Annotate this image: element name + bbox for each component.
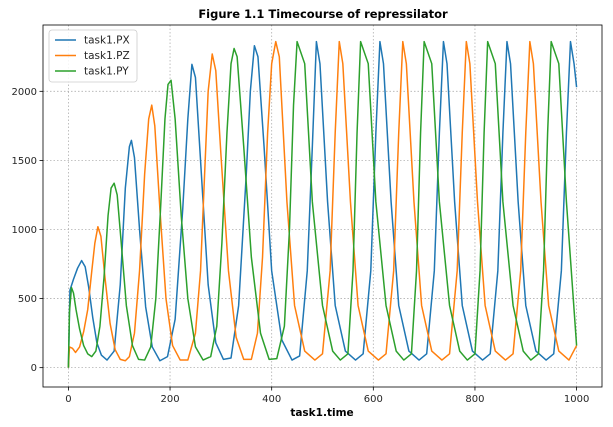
y-tick-label: 1500: [12, 156, 37, 167]
x-axis-label: task1.time: [290, 407, 353, 419]
tick-layer: 0 200 400 600 800 1000 0 500 1000 1500 2000: [12, 87, 590, 405]
x-tick-label: 1000: [564, 394, 589, 405]
y-tick-label: 500: [18, 294, 37, 305]
series-line-task1-pz: [67, 40, 578, 368]
legend-entries: task1.PX task1.PZ task1.PY: [55, 35, 130, 78]
chart-title: Figure 1.1 Timecourse of repressilator: [198, 7, 448, 21]
legend-label-task1-pz: task1.PZ: [84, 50, 130, 62]
legend-box: [48, 29, 138, 83]
series-line-task1-py: [67, 40, 578, 368]
plot-frame: [42, 24, 603, 388]
x-tick-label: 200: [160, 394, 179, 405]
y-tick-label: 2000: [12, 87, 37, 98]
y-tick-label: 0: [31, 363, 37, 374]
series-line-task1-px: [67, 40, 578, 368]
x-tick-label: 800: [465, 394, 484, 405]
series-layer: [67, 40, 578, 368]
x-tick-label: 400: [262, 394, 281, 405]
x-tick-label: 600: [364, 394, 383, 405]
x-tick-label: 0: [65, 394, 71, 405]
legend: task1.PX task1.PZ task1.PY: [48, 29, 138, 83]
y-tick-label: 1000: [12, 225, 37, 236]
legend-label-task1-px: task1.PX: [84, 35, 130, 47]
legend-label-task1-py: task1.PY: [84, 66, 129, 78]
